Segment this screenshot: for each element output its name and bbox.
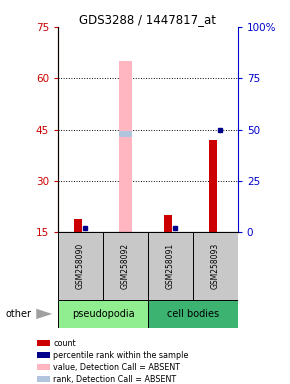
Bar xyxy=(37,364,50,370)
Bar xyxy=(193,232,238,300)
Bar xyxy=(148,232,193,300)
Text: GSM258092: GSM258092 xyxy=(121,243,130,289)
Bar xyxy=(119,131,132,137)
Title: GDS3288 / 1447817_at: GDS3288 / 1447817_at xyxy=(79,13,216,26)
Polygon shape xyxy=(36,309,52,319)
Text: count: count xyxy=(53,339,76,348)
Bar xyxy=(74,218,82,232)
Text: rank, Detection Call = ABSENT: rank, Detection Call = ABSENT xyxy=(53,374,177,384)
Bar xyxy=(37,352,50,358)
Bar xyxy=(103,232,148,300)
Text: percentile rank within the sample: percentile rank within the sample xyxy=(53,351,189,359)
Bar xyxy=(164,215,172,232)
Text: GSM258093: GSM258093 xyxy=(211,243,220,289)
Text: cell bodies: cell bodies xyxy=(167,309,219,319)
Bar xyxy=(209,140,217,232)
Text: pseudopodia: pseudopodia xyxy=(72,309,134,319)
Bar xyxy=(119,61,132,232)
Text: other: other xyxy=(6,309,32,319)
Bar xyxy=(58,232,103,300)
Text: value, Detection Call = ABSENT: value, Detection Call = ABSENT xyxy=(53,362,180,372)
Bar xyxy=(37,340,50,346)
Bar xyxy=(37,376,50,382)
Text: GSM258091: GSM258091 xyxy=(166,243,175,289)
Bar xyxy=(148,300,238,328)
Text: GSM258090: GSM258090 xyxy=(76,243,85,289)
Bar xyxy=(58,300,148,328)
